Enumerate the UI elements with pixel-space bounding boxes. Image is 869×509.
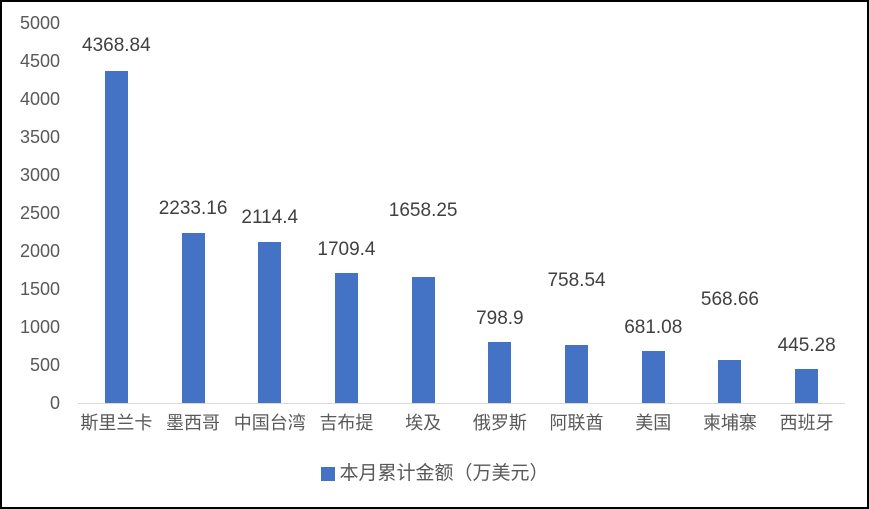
bar-value-label: 4368.84 [82,34,151,56]
x-axis-category-label: 柬埔寨 [702,413,757,433]
bar-俄罗斯[interactable] [488,342,512,403]
bar-value-label: 681.08 [624,317,683,339]
bar-value-label: 1658.25 [388,199,458,221]
bar-value-label: 758.54 [547,270,606,292]
y-axis-tick-label: 1000 [19,317,60,337]
x-axis-category-label: 西班牙 [779,413,834,433]
y-axis-tick-label: 3500 [19,127,60,147]
bar-吉布提[interactable] [334,273,358,403]
bar-value-label: 798.9 [476,308,524,330]
x-axis-category-label: 阿联酋 [549,413,604,433]
y-axis-tick-label: 4500 [19,51,60,71]
y-axis-tick-label: 5000 [19,13,60,33]
x-axis-category-label: 墨西哥 [166,413,221,433]
bar-阿联酋[interactable] [565,345,589,403]
y-axis-tick-label: 2500 [19,203,60,223]
x-axis-category-label: 斯里兰卡 [80,413,153,433]
bar-value-label: 2233.16 [158,198,228,220]
bar-value-label: 445.28 [777,335,836,357]
legend[interactable]: 本月累计金额（万美元） [320,463,549,485]
y-axis-tick-label: 500 [29,355,60,375]
x-axis-category-label: 俄罗斯 [472,413,527,433]
legend-label: 本月累计金额（万美元） [339,463,549,484]
y-axis-tick-label: 3000 [19,165,60,185]
bar-西班牙[interactable] [795,369,819,403]
x-axis-category-label: 吉布提 [319,413,374,433]
bar-墨西哥[interactable] [181,233,205,403]
bar-柬埔寨[interactable] [718,359,742,403]
y-axis: 5000 4500 4000 3500 3000 2500 2000 1500 1000 500 0 [2,2,68,507]
x-axis: 斯里兰卡 墨西哥 中国台湾 吉布提 埃及 俄罗斯 阿联酋 美国 柬埔寨 西班牙 [78,412,845,442]
plot-area: 4368.84 2233.16 2114.4 1709.4 1658.25 798.9 75… [78,23,845,404]
x-axis-category-label: 中国台湾 [233,413,306,433]
bar-埃及[interactable] [411,276,435,403]
y-axis-tick-label: 2000 [19,241,60,261]
bar-value-label: 568.66 [700,288,759,310]
bar-斯里兰卡[interactable] [104,70,128,403]
y-axis-tick-label: 0 [49,393,60,413]
bar-value-label: 2114.4 [241,207,299,229]
y-axis-tick-label: 4000 [19,89,60,109]
x-axis-category-label: 美国 [635,413,672,433]
y-axis-tick-label: 1500 [19,279,60,299]
bar-value-label: 1709.4 [317,239,376,261]
legend-swatch-icon [320,467,335,481]
x-axis-category-label: 埃及 [405,413,442,433]
bar-美国[interactable] [641,351,665,403]
bar-中国台湾[interactable] [258,242,282,403]
